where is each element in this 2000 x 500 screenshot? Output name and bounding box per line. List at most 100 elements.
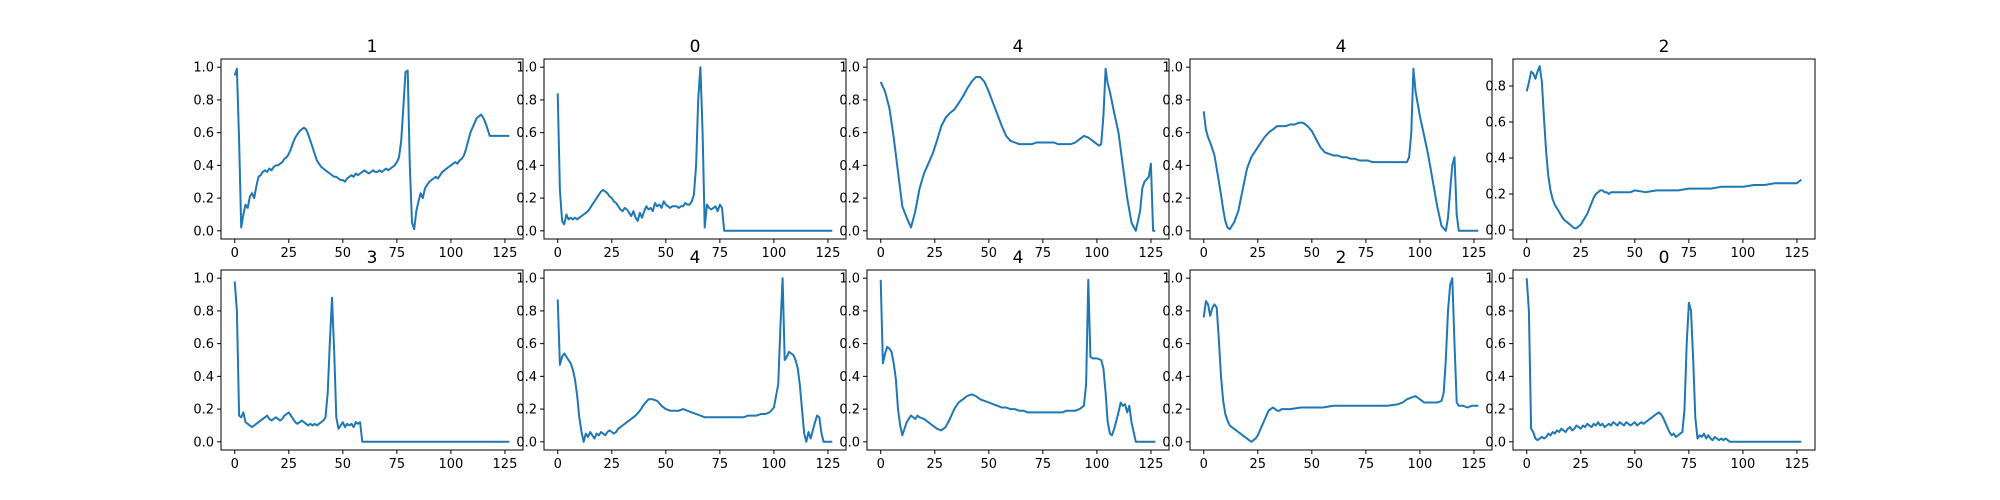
y-tick-label: 0.6 bbox=[516, 337, 537, 352]
x-tick-label: 100 bbox=[1407, 246, 1432, 261]
y-tick-label: 0.4 bbox=[1162, 370, 1183, 385]
axes-frame bbox=[220, 58, 524, 240]
y-tick-label: 0.8 bbox=[1162, 93, 1183, 108]
x-tick-label: 75 bbox=[389, 246, 406, 261]
x-tick-label: 125 bbox=[1139, 246, 1164, 261]
y-tick-label: 0.0 bbox=[839, 435, 860, 450]
y-tick-label: 0.4 bbox=[1485, 370, 1506, 385]
y-tick-label: 1.0 bbox=[839, 61, 860, 76]
x-tick-label: 25 bbox=[603, 246, 620, 261]
subplot-title: 4 bbox=[690, 248, 701, 268]
x-tick-label: 125 bbox=[1785, 246, 1810, 261]
x-tick-label: 50 bbox=[981, 457, 998, 472]
series-line bbox=[1525, 278, 1802, 443]
y-tick-label: 1.0 bbox=[516, 272, 537, 287]
x-tick-label: 75 bbox=[1681, 457, 1698, 472]
x-tick-label: 100 bbox=[1730, 457, 1755, 472]
x-tick-label: 125 bbox=[493, 457, 518, 472]
y-tick-label: 0.4 bbox=[839, 370, 860, 385]
series-line bbox=[1202, 67, 1479, 232]
x-tick-label: 125 bbox=[1139, 457, 1164, 472]
y-tick-label: 0.6 bbox=[193, 126, 214, 141]
x-tick-label: 50 bbox=[1627, 246, 1644, 261]
y-tick-label: 0.4 bbox=[516, 370, 537, 385]
axes-frame bbox=[1512, 58, 1816, 240]
y-tick-label: 0.2 bbox=[1485, 188, 1506, 203]
y-tick-label: 0.2 bbox=[193, 192, 214, 207]
y-tick-label: 1.0 bbox=[193, 272, 214, 287]
y-tick-label: 0.6 bbox=[1485, 116, 1506, 131]
x-tick-label: 125 bbox=[816, 457, 841, 472]
subplot-title: 1 bbox=[367, 37, 378, 57]
y-tick-label: 0.6 bbox=[1162, 337, 1183, 352]
series-line bbox=[556, 277, 833, 443]
x-tick-label: 125 bbox=[1785, 457, 1810, 472]
axes-frame bbox=[866, 269, 1170, 451]
series-line bbox=[233, 281, 510, 443]
subplot-title: 4 bbox=[1013, 248, 1024, 268]
y-tick-label: 0.6 bbox=[839, 337, 860, 352]
x-tick-label: 25 bbox=[1572, 457, 1589, 472]
y-tick-label: 0.2 bbox=[1485, 403, 1506, 418]
x-tick-label: 25 bbox=[926, 457, 943, 472]
y-tick-label: 0.0 bbox=[839, 224, 860, 239]
subplot-5: 2 0 25 50 75 100 125 0.0 0.2 0.4 0.6 0.8 bbox=[1485, 37, 1816, 261]
subplot-title: 0 bbox=[1659, 248, 1670, 268]
y-tick-label: 0.2 bbox=[193, 403, 214, 418]
subplot-1: 1 0 25 50 75 100 125 0.0 0.2 0.4 0.6 0.8 1.0 bbox=[193, 37, 524, 261]
y-tick-label: 0.0 bbox=[1162, 224, 1183, 239]
x-tick-label: 50 bbox=[1304, 457, 1321, 472]
x-tick-label: 75 bbox=[712, 457, 729, 472]
x-tick-label: 0 bbox=[554, 457, 562, 472]
y-tick-label: 0.8 bbox=[193, 304, 214, 319]
x-tick-label: 0 bbox=[1200, 246, 1208, 261]
x-tick-label: 25 bbox=[280, 246, 297, 261]
subplot-title: 2 bbox=[1659, 37, 1670, 57]
x-tick-label: 0 bbox=[1200, 457, 1208, 472]
y-tick-label: 0.8 bbox=[1162, 304, 1183, 319]
x-tick-label: 125 bbox=[493, 246, 518, 261]
y-tick-label: 0.6 bbox=[193, 337, 214, 352]
x-tick-label: 0 bbox=[877, 246, 885, 261]
x-tick-label: 0 bbox=[1523, 246, 1531, 261]
x-tick-label: 75 bbox=[1035, 457, 1052, 472]
series-line bbox=[879, 67, 1156, 232]
y-tick-label: 0.4 bbox=[839, 159, 860, 174]
x-tick-label: 25 bbox=[926, 246, 943, 261]
x-tick-label: 50 bbox=[335, 246, 352, 261]
y-tick-label: 0.4 bbox=[193, 159, 214, 174]
subplot-title: 4 bbox=[1336, 37, 1347, 57]
y-tick-label: 0.8 bbox=[516, 93, 537, 108]
x-tick-label: 25 bbox=[1249, 457, 1266, 472]
series-line bbox=[556, 66, 833, 232]
y-tick-label: 0.8 bbox=[1485, 80, 1506, 95]
subplot-2: 0 0 25 50 75 100 125 0.0 0.2 0.4 0.6 0.8 1.0 bbox=[516, 37, 847, 261]
series-line bbox=[879, 278, 1156, 443]
y-tick-label: 0.0 bbox=[193, 224, 214, 239]
subplot-6: 3 0 25 50 75 100 125 0.0 0.2 0.4 0.6 0.8 1.0 bbox=[193, 248, 524, 472]
x-tick-label: 25 bbox=[280, 457, 297, 472]
axes-frame bbox=[543, 269, 847, 451]
x-tick-label: 125 bbox=[1462, 246, 1487, 261]
axes-frame bbox=[543, 58, 847, 240]
x-tick-label: 75 bbox=[1681, 246, 1698, 261]
y-tick-label: 0.2 bbox=[516, 192, 537, 207]
x-tick-label: 50 bbox=[335, 457, 352, 472]
y-tick-label: 0.2 bbox=[1162, 192, 1183, 207]
y-tick-label: 0.8 bbox=[193, 93, 214, 108]
x-tick-label: 75 bbox=[1358, 457, 1375, 472]
x-tick-label: 75 bbox=[1035, 246, 1052, 261]
y-tick-label: 0.2 bbox=[839, 192, 860, 207]
x-tick-label: 100 bbox=[438, 457, 463, 472]
axes-frame bbox=[1189, 58, 1493, 240]
x-tick-label: 0 bbox=[877, 457, 885, 472]
y-tick-label: 0.8 bbox=[839, 93, 860, 108]
y-tick-label: 1.0 bbox=[1162, 61, 1183, 76]
y-tick-label: 1.0 bbox=[193, 61, 214, 76]
series-line bbox=[1525, 65, 1802, 230]
y-tick-label: 0.2 bbox=[1162, 403, 1183, 418]
y-tick-label: 0.6 bbox=[839, 126, 860, 141]
y-tick-label: 0.0 bbox=[516, 224, 537, 239]
y-tick-label: 0.8 bbox=[839, 304, 860, 319]
